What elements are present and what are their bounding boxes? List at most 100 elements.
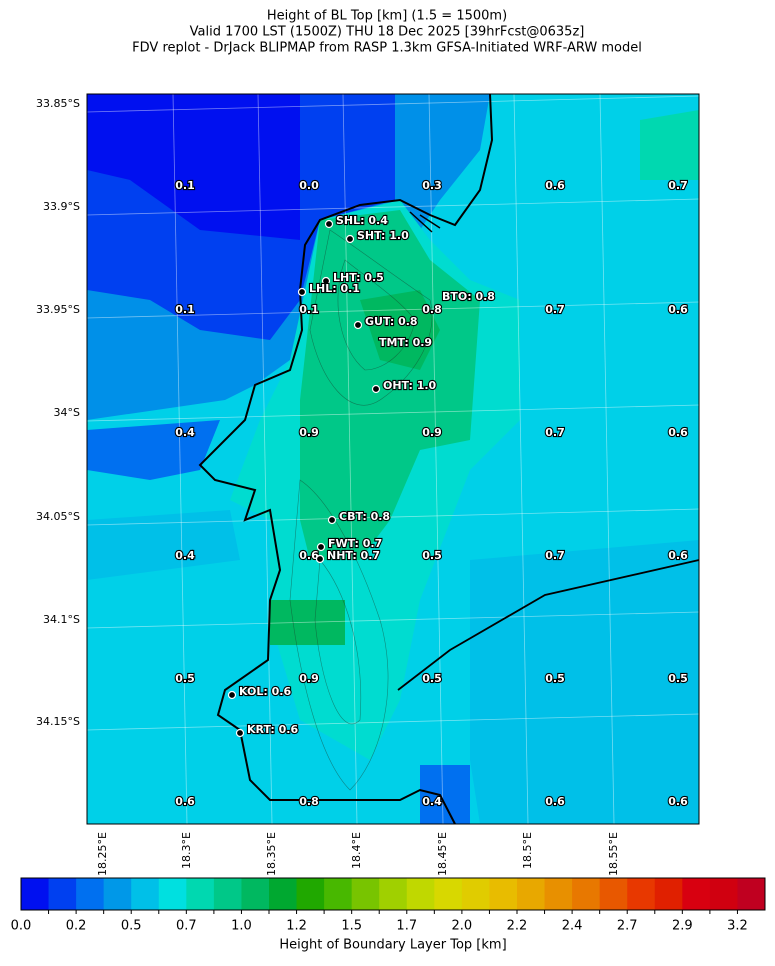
field-region [360, 290, 440, 370]
title-line: FDV replot - DrJack BLIPMAP from RASP 1.… [132, 41, 642, 56]
grid-value: 0.6 [668, 426, 688, 439]
graticule-line [86, 95, 700, 113]
contour [314, 559, 361, 725]
colorbar-tick-label: 3.2 [727, 919, 748, 934]
grid-value: 0.8 [422, 303, 442, 316]
terrain-contours [289, 229, 433, 791]
title-block: Height of BL Top [km] (1.5 = 1500m)Valid… [132, 9, 642, 56]
field-region [640, 110, 699, 180]
grid-value: 0.7 [545, 549, 565, 562]
station-label: CBT: 0.8 [339, 510, 390, 523]
field-region [87, 94, 300, 240]
grid-value: 0.5 [422, 549, 442, 562]
graticule-line [86, 611, 700, 629]
graticule-line [172, 93, 188, 825]
station-dot [371, 384, 381, 394]
title-line: Valid 1700 LST (1500Z) THU 18 Dec 2025 [… [190, 25, 585, 40]
station-label: BTO: 0.8 [442, 290, 495, 303]
grid-value: 0.1 [175, 179, 195, 192]
lat-label: 34.05°S [36, 510, 80, 523]
station-dot [235, 728, 245, 738]
graticule-line [86, 508, 700, 526]
colorbar-swatch [682, 878, 711, 910]
station-label: TMT: 0.9 [379, 336, 432, 349]
colorbar-swatch [324, 878, 353, 910]
colorbar-tick-label: 0.0 [11, 919, 32, 934]
field-region [87, 420, 220, 480]
grid-value: 0.7 [545, 303, 565, 316]
lon-label: 18.35°E [265, 832, 278, 876]
lat-label: 33.95°S [36, 303, 80, 316]
field-region [470, 540, 699, 824]
colorbar-tick-label: 2.2 [507, 919, 528, 934]
grid-value: 0.0 [299, 179, 319, 192]
graticule-line [86, 301, 700, 319]
colorbar-swatch [572, 878, 601, 910]
station-label: KRT: 0.6 [247, 723, 298, 736]
lat-label: 33.9°S [43, 200, 80, 213]
station-label: NHT: 0.7 [327, 549, 380, 562]
grid-value: 0.6 [299, 549, 319, 562]
colorbar-swatch [103, 878, 132, 910]
colorbar-swatch [544, 878, 573, 910]
graticule-line [86, 198, 700, 216]
lat-label: 34.1°S [43, 613, 80, 626]
colorbar-swatch [351, 878, 380, 910]
grid-value: 0.6 [545, 795, 565, 808]
colorbar-tick-label: 0.2 [66, 919, 87, 934]
colorbar-swatch [709, 878, 738, 910]
colorbar-tick-label: 1.2 [286, 919, 307, 934]
grid-value: 0.6 [175, 795, 195, 808]
station-dot [327, 515, 337, 525]
field-region [300, 210, 480, 560]
grid-value: 0.6 [668, 795, 688, 808]
lon-label: 18.25°E [96, 832, 109, 876]
grid-value: 0.8 [299, 795, 319, 808]
contour [289, 479, 389, 791]
colorbar-swatch [599, 878, 628, 910]
grid-value: 0.4 [175, 549, 195, 562]
grid-value: 0.1 [175, 303, 195, 316]
station-label: SHL: 0.4 [336, 214, 388, 227]
colorbar-frame [20, 877, 766, 911]
harbour-line [409, 211, 441, 233]
contour [337, 259, 416, 371]
colorbar-swatch [379, 878, 408, 910]
station-label: KOL: 0.6 [239, 685, 291, 698]
colorbar-swatch [158, 878, 187, 910]
grid-value: 0.4 [175, 426, 195, 439]
station-label: LHT: 0.5 [333, 271, 384, 284]
colorbar-swatch [737, 878, 766, 910]
colorbar-swatch [461, 878, 490, 910]
station-dot [227, 690, 237, 700]
grid-value: 0.6 [668, 549, 688, 562]
colorbar-label: Height of Boundary Layer Top [km] [279, 938, 506, 953]
colorbar-swatch [76, 878, 105, 910]
colorbar-tick-label: 2.9 [672, 919, 693, 934]
contour [309, 229, 433, 406]
grid-value: 0.7 [545, 426, 565, 439]
grid-value: 0.4 [422, 795, 442, 808]
colorbar-swatch [296, 878, 325, 910]
station-dot [315, 554, 325, 564]
grid-value: 0.9 [299, 672, 319, 685]
station-dot [345, 234, 355, 244]
colorbar-swatch [131, 878, 160, 910]
graticule-line [86, 404, 700, 422]
field-region [420, 765, 470, 824]
lon-label: 18.3°E [180, 832, 193, 869]
graticule-line [257, 93, 273, 825]
lon-label: 18.55°E [607, 832, 620, 876]
grid-value: 0.7 [668, 179, 688, 192]
colorbar-swatch [48, 878, 77, 910]
colorbar-tick-label: 0.7 [176, 919, 197, 934]
grid-value: 0.6 [545, 179, 565, 192]
grid-value: 0.5 [175, 672, 195, 685]
grid-value: 0.5 [668, 672, 688, 685]
lon-label: 18.45°E [436, 832, 449, 876]
grid-value: 0.5 [422, 672, 442, 685]
station-label: GUT: 0.8 [365, 315, 418, 328]
graticule-line [342, 93, 358, 825]
map-frame [86, 93, 700, 825]
